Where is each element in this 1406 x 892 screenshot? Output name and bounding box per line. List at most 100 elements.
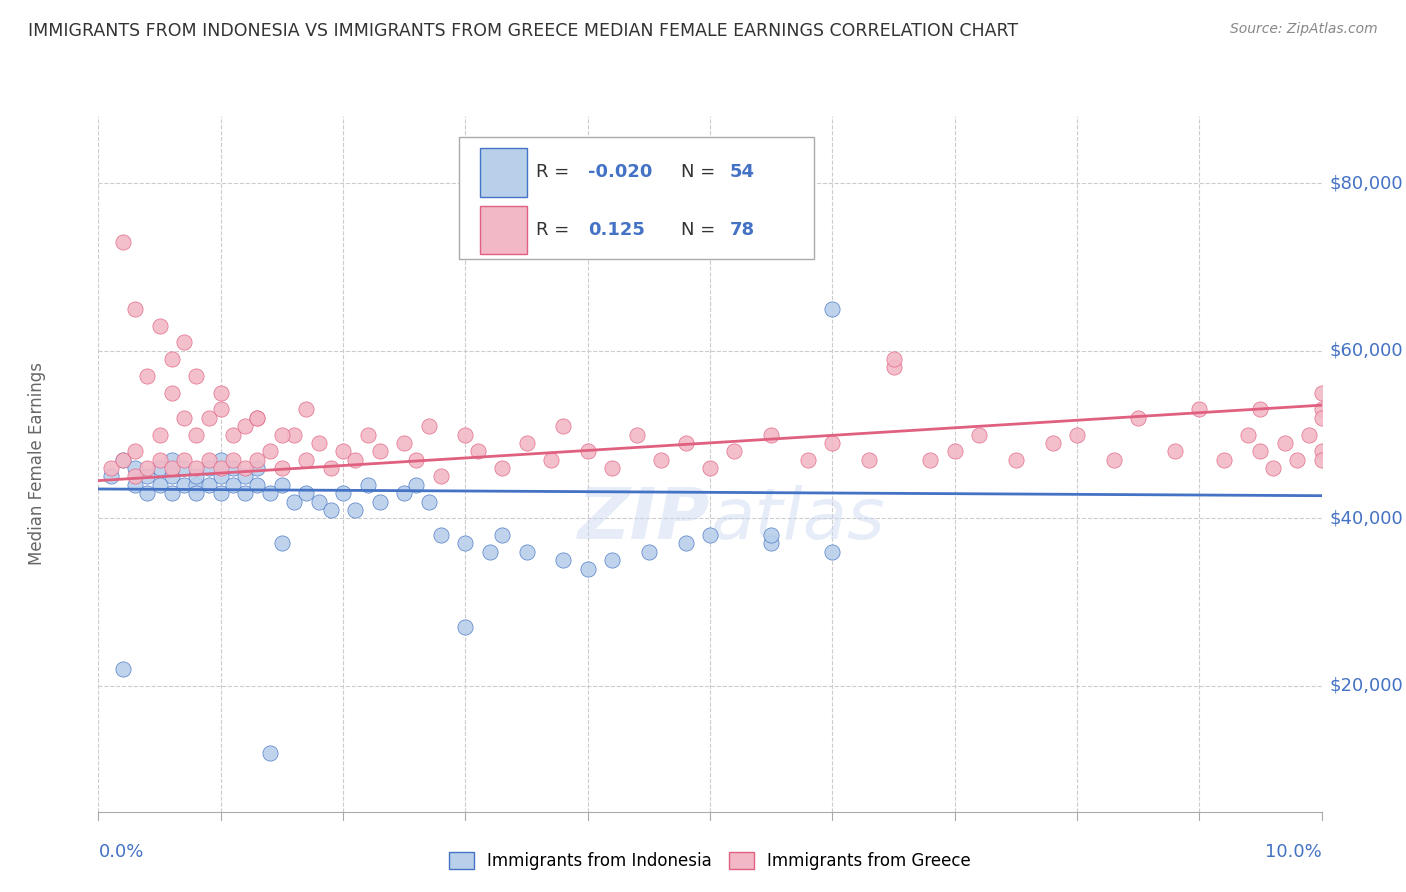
Point [600,553,623,567]
Point [136,469,159,483]
Point [259,444,281,458]
Point [1274,436,1296,450]
Point [1188,402,1211,417]
Point [270,536,292,550]
Point [111,452,134,467]
Point [209,486,232,500]
Point [246,452,269,467]
Point [454,620,477,634]
Point [283,494,305,508]
Point [1164,444,1187,458]
Text: N =: N = [681,221,721,239]
Point [295,486,318,500]
Text: $80,000: $80,000 [1330,174,1403,192]
Point [491,461,513,475]
Point [430,469,453,483]
Point [270,477,292,491]
Point [553,553,575,567]
Point [111,452,134,467]
Point [418,494,440,508]
Point [308,436,330,450]
Text: 54: 54 [730,163,755,181]
Point [149,461,172,475]
Point [1261,461,1284,475]
Point [418,419,440,434]
Point [516,545,538,559]
Text: 10.0%: 10.0% [1265,843,1322,861]
Point [699,461,721,475]
Point [540,452,562,467]
Point [332,486,354,500]
Point [259,746,281,760]
Point [100,469,122,483]
Text: IMMIGRANTS FROM INDONESIA VS IMMIGRANTS FROM GREECE MEDIAN FEMALE EARNINGS CORRE: IMMIGRANTS FROM INDONESIA VS IMMIGRANTS … [28,22,1018,40]
Point [197,452,219,467]
Point [124,301,146,316]
Point [246,410,269,425]
Point [124,477,146,491]
Point [723,444,745,458]
Point [368,444,391,458]
Point [259,486,281,500]
Point [295,402,318,417]
Point [222,427,245,442]
Point [173,452,195,467]
Point [478,545,501,559]
Text: $60,000: $60,000 [1330,342,1403,359]
Point [111,235,134,249]
Point [173,335,195,350]
Point [186,461,208,475]
Point [136,461,159,475]
Point [1310,402,1333,417]
Point [405,477,427,491]
Point [858,452,880,467]
Point [246,461,269,475]
Point [576,444,599,458]
Point [883,360,905,375]
Point [283,427,305,442]
Point [209,461,232,475]
FancyBboxPatch shape [479,148,526,196]
Point [186,486,208,500]
Point [1102,452,1125,467]
Point [209,452,232,467]
Text: atlas: atlas [710,485,884,554]
Point [233,469,256,483]
Point [222,452,245,467]
Point [344,503,367,517]
Point [392,436,416,450]
Point [491,528,513,542]
Point [600,461,623,475]
Point [1310,410,1333,425]
Text: 0.125: 0.125 [588,221,644,239]
Point [160,385,183,400]
Point [149,477,172,491]
Point [368,494,391,508]
Point [883,352,905,367]
Point [650,452,672,467]
Point [197,410,219,425]
Point [173,461,195,475]
Point [186,477,208,491]
Point [430,528,453,542]
Point [576,561,599,575]
Point [344,452,367,467]
Point [821,301,844,316]
Text: Source: ZipAtlas.com: Source: ZipAtlas.com [1230,22,1378,37]
Point [295,452,318,467]
Point [699,528,721,542]
Point [626,427,648,442]
Point [1310,385,1333,400]
Point [160,352,183,367]
FancyBboxPatch shape [479,206,526,254]
Point [222,461,245,475]
Point [186,368,208,383]
Point [1249,402,1271,417]
Point [356,477,378,491]
Point [1310,452,1333,467]
Point [160,469,183,483]
Point [270,427,292,442]
Point [160,461,183,475]
Text: N =: N = [681,163,721,181]
Text: $20,000: $20,000 [1330,677,1403,695]
